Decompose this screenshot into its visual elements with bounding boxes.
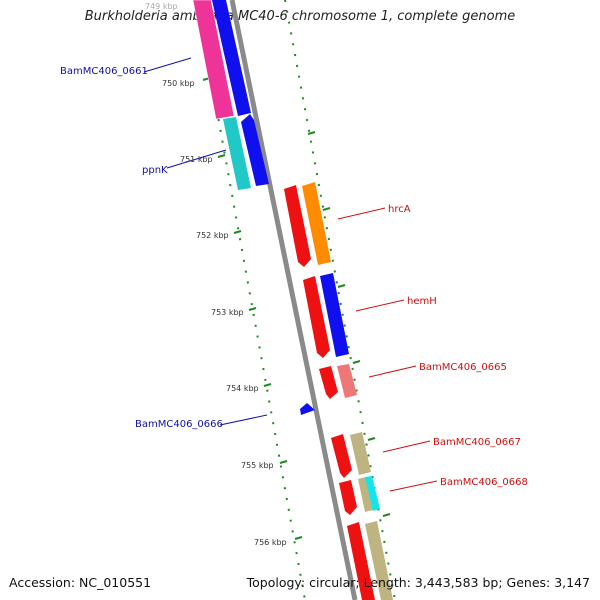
gene-feature-magenta[interactable] <box>192 0 235 120</box>
gene-feature-khaki-0667[interactable] <box>350 432 371 475</box>
gene-feature-blue-hemH[interactable] <box>320 273 349 357</box>
gene-feature-khaki-next[interactable] <box>365 521 393 600</box>
tick-label-754: 754 kbp <box>226 384 259 393</box>
gene-label-ppnK[interactable]: ppnK <box>142 165 168 176</box>
gene-label-0668[interactable]: BamMC406_0668 <box>440 477 528 488</box>
gene-feature-orange-hrcA[interactable] <box>302 182 331 265</box>
leader-hemH <box>355 299 405 312</box>
tick-label-750: 750 kbp <box>162 79 195 88</box>
gene-feature-red-next[interactable] <box>347 522 375 600</box>
gene-feature-red-hemH[interactable] <box>303 276 330 358</box>
map-title: Burkholderia ambifaria MC40-6 chromosome… <box>84 9 516 24</box>
gene-feature-red-0665[interactable] <box>319 366 338 399</box>
tick-label-753: 753 kbp <box>211 308 244 317</box>
gene-feature-khaki-0668[interactable] <box>358 477 373 512</box>
tick-label-756: 756 kbp <box>254 538 287 547</box>
leader-0661 <box>143 57 192 73</box>
genome-stats-text: Topology: circular; Length: 3,443,583 bp… <box>246 575 590 590</box>
leader-ppnK <box>166 149 227 169</box>
gene-label-0661[interactable]: BamMC406_0661 <box>60 66 148 77</box>
leader-hrcA <box>337 207 386 220</box>
gene-feature-blue-0661[interactable] <box>212 0 251 116</box>
gene-label-hrcA[interactable]: hrcA <box>388 204 411 215</box>
gene-label-0665[interactable]: BamMC406_0665 <box>419 362 507 373</box>
gene-label-0666[interactable]: BamMC406_0666 <box>135 419 223 430</box>
gene-feature-red-0667[interactable] <box>331 434 352 478</box>
tick-label-749: 749 kbp <box>145 2 178 11</box>
gene-feature-cyan-ppnK[interactable] <box>223 117 251 190</box>
gene-label-hemH[interactable]: hemH <box>407 296 437 307</box>
leader-0667 <box>382 440 431 453</box>
tick-label-755: 755 kbp <box>241 461 274 470</box>
gene-feature-cyan-0668[interactable] <box>365 476 380 511</box>
gene-feature-pink-0665[interactable] <box>337 364 357 398</box>
genome-backbone <box>229 0 358 600</box>
tick-label-752: 752 kbp <box>196 231 229 240</box>
gene-feature-red-hrcA[interactable] <box>284 185 311 267</box>
leader-0665 <box>368 365 417 378</box>
gene-feature-blue-small-0666[interactable] <box>300 403 315 415</box>
gene-label-0667[interactable]: BamMC406_0667 <box>433 437 521 448</box>
gene-feature-blue-ppnK[interactable] <box>241 114 269 186</box>
gene-feature-red-0668[interactable] <box>339 480 357 515</box>
leader-0666 <box>219 414 268 426</box>
leader-0668 <box>389 480 438 492</box>
major-ticks <box>202 77 391 540</box>
accession-text: Accession: NC_010551 <box>9 575 152 590</box>
right-tick-guide <box>284 0 396 600</box>
